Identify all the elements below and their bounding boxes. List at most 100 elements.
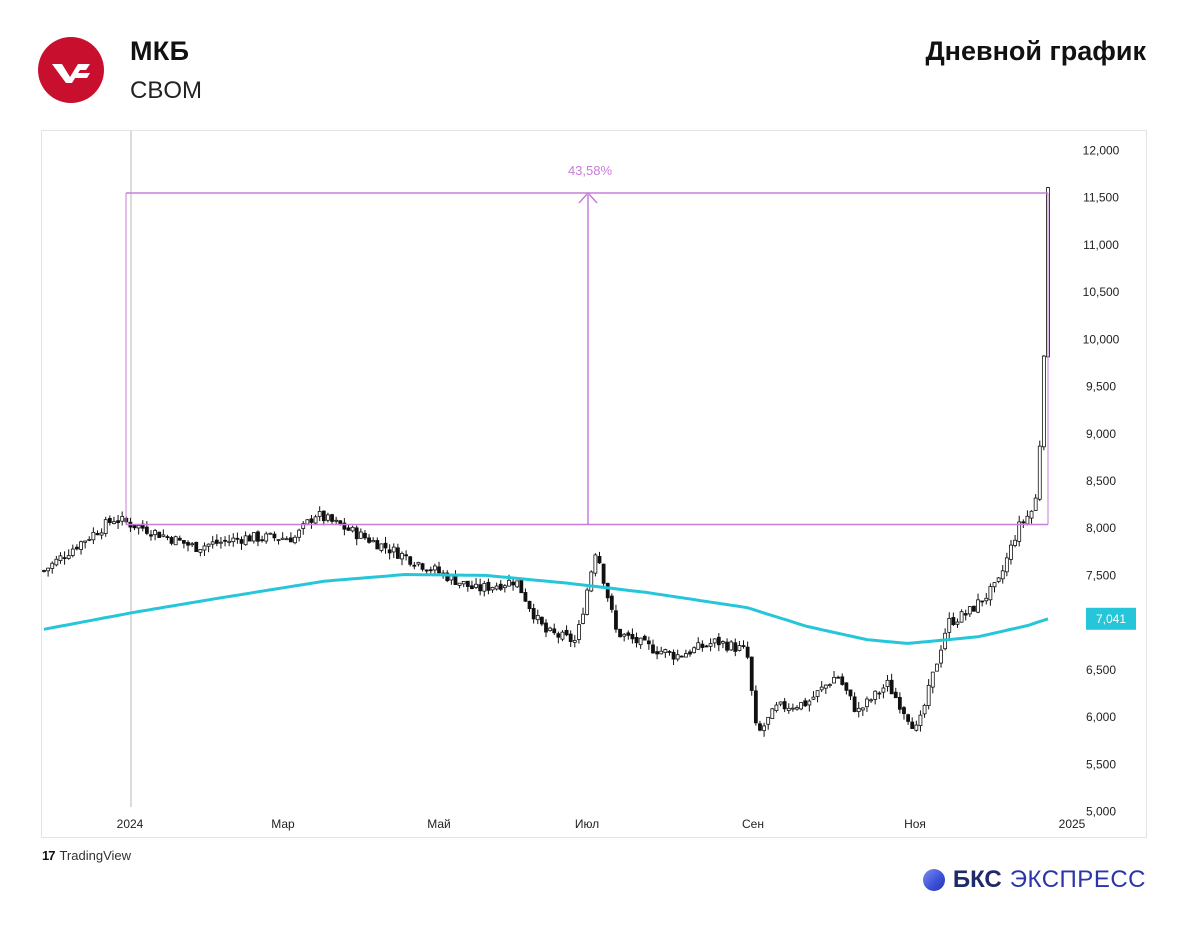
candle-body (157, 531, 162, 538)
candle-body (132, 524, 137, 529)
candle-body (194, 541, 199, 552)
y-tick-label: 9,000 (1086, 427, 1116, 441)
candle-body (556, 633, 561, 638)
candle-body (437, 566, 441, 574)
y-tick-label: 11,500 (1083, 191, 1119, 205)
candle-body (54, 558, 59, 566)
candle-body (980, 600, 985, 603)
candle-body (626, 632, 631, 636)
candle-body (445, 572, 450, 582)
candle-body (819, 686, 824, 691)
candle-body (1029, 510, 1034, 519)
candle-body (243, 535, 248, 546)
candle-body (815, 690, 820, 697)
candle-body (597, 556, 602, 564)
y-tick-label: 11,000 (1083, 238, 1119, 252)
candle-body (869, 699, 873, 702)
candle-body (288, 537, 293, 543)
candle-body (605, 582, 610, 599)
candle-body (1013, 539, 1017, 546)
candle-body (87, 538, 92, 541)
candle-body (922, 704, 927, 715)
candle-body (1041, 355, 1046, 448)
candle-body (367, 537, 371, 543)
chart-kind-title: Дневной график (925, 36, 1146, 66)
candle-body (671, 651, 676, 660)
candle-body (622, 633, 627, 637)
candle-body (688, 651, 692, 655)
candle-body (474, 583, 478, 588)
candle-body (1021, 521, 1026, 524)
candle-body (379, 543, 384, 551)
candle-body (75, 546, 79, 550)
y-tick-label: 6,500 (1086, 663, 1116, 677)
candle-body (601, 563, 606, 584)
candle-body (260, 539, 264, 542)
candle-body (297, 529, 302, 538)
candle-body (930, 671, 935, 688)
candle-body (144, 526, 149, 534)
candle-body (976, 599, 980, 613)
candle-body (634, 637, 639, 644)
y-tick-label: 5,000 (1086, 805, 1116, 819)
candle-body (358, 531, 363, 539)
candle-body (778, 701, 783, 705)
candle-body (745, 646, 750, 658)
candle-body (433, 565, 437, 571)
candle-body (675, 654, 680, 660)
candle-body (457, 582, 462, 586)
candle-body (910, 721, 915, 729)
price-chart[interactable]: 5,0005,5006,0006,5007,0007,5008,0008,500… (42, 131, 1146, 837)
y-tick-label: 10,500 (1083, 285, 1120, 299)
moving-average-line (43, 572, 1049, 645)
y-tick-label: 8,000 (1086, 521, 1116, 535)
candle-body (902, 707, 906, 715)
candle-body (692, 647, 697, 654)
measure-percent-label: 43,58% (568, 163, 613, 178)
candle-body (712, 638, 717, 644)
candle-body (638, 637, 643, 646)
x-tick-label: Ноя (904, 817, 926, 831)
candle-body (733, 642, 738, 652)
candle-body (959, 611, 964, 623)
candle-body (630, 633, 635, 640)
candle-body (58, 555, 63, 561)
candle-body (967, 606, 972, 615)
candle-body (766, 716, 771, 725)
candle-body (972, 605, 976, 612)
candle-body (515, 580, 520, 588)
candle-body (198, 549, 203, 553)
candle-body (153, 530, 157, 536)
candle-body (811, 696, 816, 700)
candle-body (770, 708, 775, 719)
x-tick-label: Июл (575, 817, 599, 831)
candle-body (725, 641, 729, 651)
candle-body (679, 655, 684, 658)
bks-logo-icon (922, 869, 945, 891)
candle-body (844, 682, 849, 691)
price-label-box (1086, 607, 1136, 630)
x-tick-label: 2025 (1059, 817, 1086, 831)
candle-body (470, 585, 474, 590)
chart-panel[interactable]: 5,0005,5006,0006,5007,0007,5008,0008,500… (41, 130, 1147, 838)
candle-body (996, 577, 1001, 582)
candle-body (91, 531, 96, 541)
candle-body (371, 540, 376, 543)
candle-body (498, 583, 503, 590)
candle-body (149, 534, 153, 537)
candle-body (906, 714, 910, 722)
candle-body (214, 539, 219, 544)
tradingview-label: TradingView (59, 848, 132, 863)
candle-body (354, 527, 359, 540)
candle-body (511, 581, 515, 586)
candle-body (83, 540, 88, 543)
candle-body (947, 617, 952, 633)
candle-body (737, 645, 742, 651)
candle-body (926, 684, 931, 707)
candle-body (408, 556, 413, 565)
candle-body (482, 583, 487, 592)
y-tick-label: 6,000 (1086, 710, 1116, 724)
candle-body (210, 541, 215, 545)
candle-body (881, 687, 886, 693)
candle-body (741, 645, 746, 647)
